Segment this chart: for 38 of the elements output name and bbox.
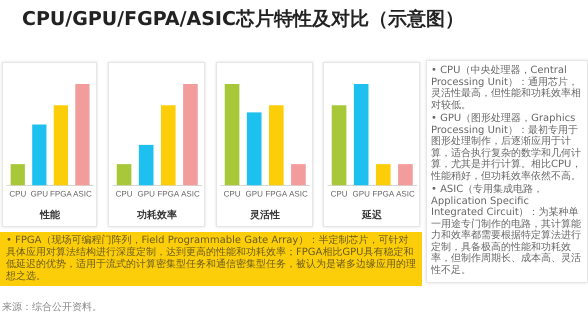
x-tick-label: ASIC — [181, 189, 200, 198]
bar — [75, 84, 90, 186]
x-tick-label: CPU — [116, 189, 133, 198]
x-tick-label: GPU — [352, 189, 370, 198]
bar — [268, 105, 284, 186]
text: CPU/GPU/FGPA/ASIC芯片特性及对比（示意图） — [22, 7, 465, 32]
bar — [116, 164, 132, 186]
bar — [138, 144, 154, 186]
bar — [10, 164, 25, 186]
bar — [183, 84, 198, 186]
bar — [224, 84, 240, 186]
bar — [291, 164, 306, 186]
x-tick-label: GPU — [138, 189, 156, 198]
x-tick-label: GPU — [246, 189, 264, 198]
x-tick-label: FPGA — [265, 189, 288, 198]
x-axis-title: 功耗效率 — [136, 208, 178, 221]
bar — [32, 124, 46, 186]
x-axis-title: 灵活性 — [249, 208, 280, 221]
bar — [54, 105, 68, 186]
x-tick-label: FPGA — [372, 189, 395, 198]
x-tick-label: ASIC — [396, 189, 415, 198]
source-note: 来源：综合公开资料。 — [2, 300, 103, 314]
x-tick-label: GPU — [30, 189, 48, 198]
text: • ASIC（专用集成电路，Application Specific Integrated Circuit）：为某种单一用途专门制作的电路，其计算能力和效率都需要根据特定算法进行定制，具备极高的性能和功耗效率，但制作周期长、成本高、灵活性不足。 — [431, 184, 582, 276]
bar — [246, 112, 262, 186]
x-tick-label: FPGA — [157, 189, 180, 198]
x-tick-label: FPGA — [50, 189, 72, 198]
x-axis-title: 性能 — [39, 208, 62, 221]
text: • GPU（图形处理器，Graphics Processing Unit）：最初专用于图形处理制作，后逐渐应用于计算，适合执行复杂的数学和几何计算，尤其是并行计算。相比CPU，性能稍好，但功耗效率依然不高。 — [431, 113, 582, 182]
x-tick-label: CPU — [224, 189, 241, 198]
x-axis-title: 延迟 — [361, 208, 384, 221]
x-tick-label: CPU — [9, 189, 26, 198]
x-tick-label: ASIC — [289, 189, 308, 198]
text: • FPGA（现场可编程门阵列，Field Programmable Gate Array）：半定制芯片，可针对具体应用对算法结构进行深度定制，达到更高的性能和功耗效率；FPGA相比GPU具有稳定和低延迟的优势，适用于流式的计算密集型任务和通信密集型任务，被认为是诸多边缘应用的理想之选。 — [6, 235, 416, 283]
x-tick-label: CPU — [330, 189, 348, 198]
x-tick-label: ASIC — [73, 189, 92, 198]
text: • CPU（中央处理器，Central Processing Unit）：通用芯片，灵活性最高，但性能和功耗效率相对较低。 — [431, 65, 582, 111]
bar — [160, 105, 176, 186]
